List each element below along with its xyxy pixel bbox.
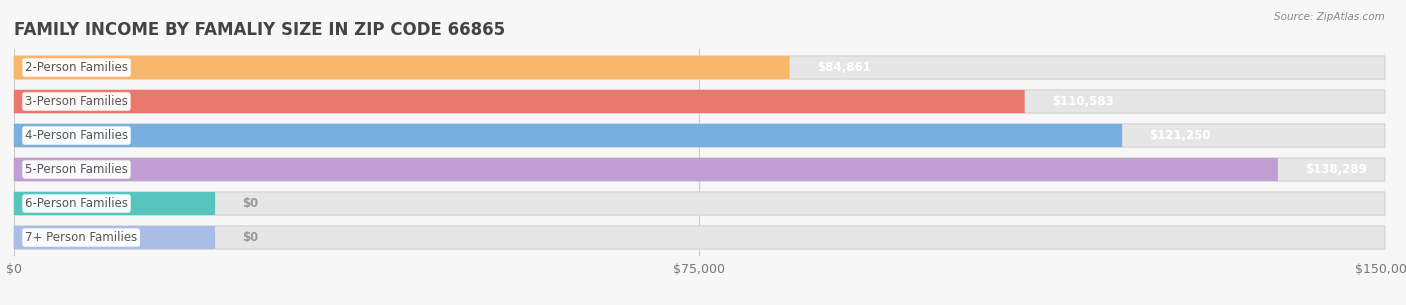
FancyBboxPatch shape	[14, 56, 1385, 79]
FancyBboxPatch shape	[14, 192, 215, 215]
FancyBboxPatch shape	[14, 226, 1385, 249]
FancyBboxPatch shape	[14, 192, 1385, 215]
Text: $84,861: $84,861	[817, 61, 870, 74]
Text: 2-Person Families: 2-Person Families	[25, 61, 128, 74]
FancyBboxPatch shape	[14, 90, 1025, 113]
Text: Source: ZipAtlas.com: Source: ZipAtlas.com	[1274, 12, 1385, 22]
FancyBboxPatch shape	[14, 90, 1385, 113]
FancyBboxPatch shape	[14, 158, 1385, 181]
Text: 6-Person Families: 6-Person Families	[25, 197, 128, 210]
Text: 7+ Person Families: 7+ Person Families	[25, 231, 138, 244]
FancyBboxPatch shape	[14, 124, 1122, 147]
Text: $0: $0	[243, 197, 259, 210]
FancyBboxPatch shape	[14, 56, 790, 79]
Text: FAMILY INCOME BY FAMALIY SIZE IN ZIP CODE 66865: FAMILY INCOME BY FAMALIY SIZE IN ZIP COD…	[14, 21, 505, 39]
Text: $121,250: $121,250	[1150, 129, 1211, 142]
FancyBboxPatch shape	[14, 158, 1278, 181]
Text: $110,583: $110,583	[1052, 95, 1114, 108]
Text: 3-Person Families: 3-Person Families	[25, 95, 128, 108]
Text: $138,289: $138,289	[1305, 163, 1367, 176]
FancyBboxPatch shape	[14, 226, 215, 249]
Text: $0: $0	[243, 231, 259, 244]
FancyBboxPatch shape	[14, 124, 1385, 147]
Text: 4-Person Families: 4-Person Families	[25, 129, 128, 142]
Text: 5-Person Families: 5-Person Families	[25, 163, 128, 176]
